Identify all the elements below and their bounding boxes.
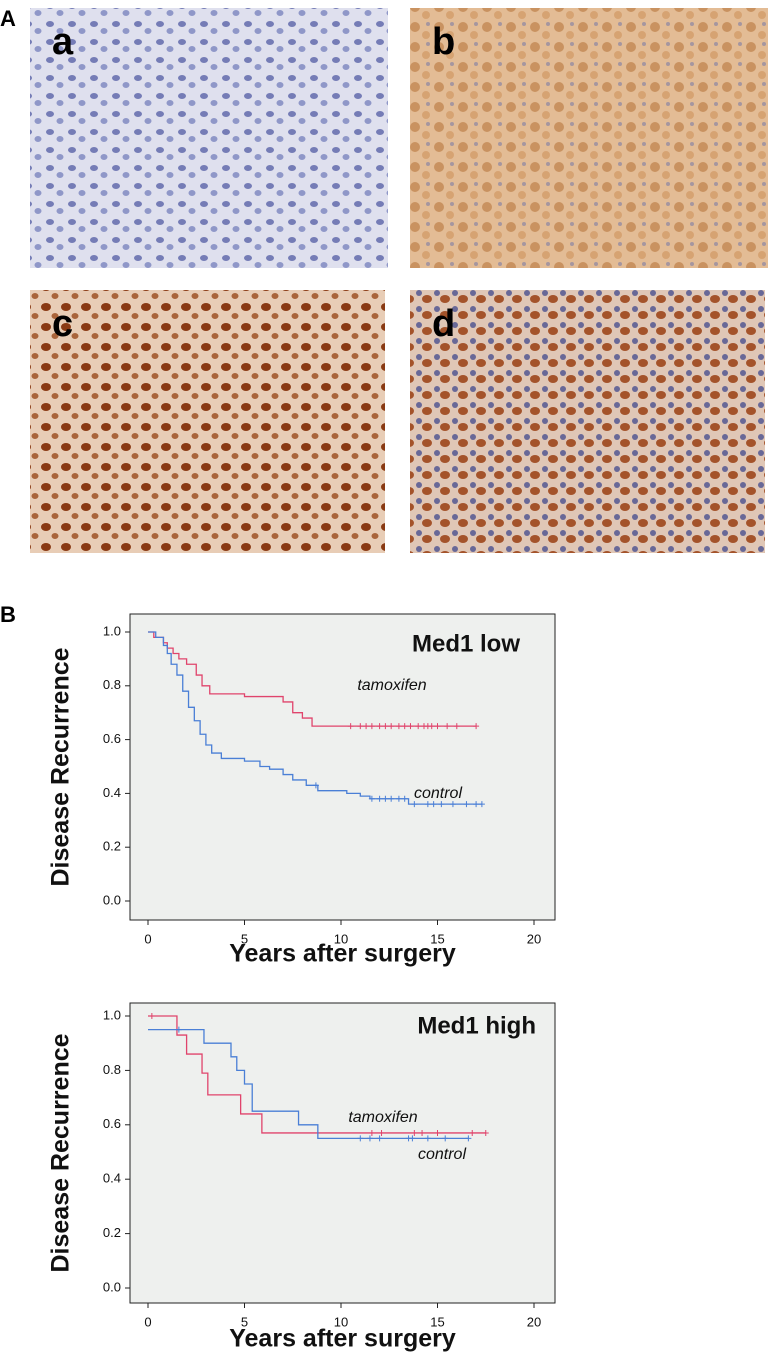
censor-mark: [415, 723, 422, 730]
censor-mark: [449, 801, 456, 808]
censor-mark: [419, 1129, 426, 1136]
censor-mark: [376, 1135, 383, 1142]
x-axis-label: Years after surgery: [229, 940, 456, 968]
x-tick-label: 0: [144, 1314, 151, 1329]
series-label: control: [414, 785, 462, 802]
censor-mark: [363, 723, 370, 730]
censor-mark: [424, 1135, 431, 1142]
y-axis-label: Disease Recurrence: [47, 1033, 75, 1272]
plot-area: [129, 1002, 556, 1304]
y-tick-label: 0.2: [103, 1225, 121, 1240]
censor-mark: [347, 723, 354, 730]
censor-mark: [395, 723, 402, 730]
survival-curve: [148, 631, 482, 805]
censor-mark: [424, 801, 431, 808]
x-axis-label: Years after surgery: [229, 1325, 456, 1353]
series-label: control: [418, 1146, 466, 1163]
micrograph-texture: [30, 8, 388, 268]
censor-mark: [463, 801, 470, 808]
censor-mark: [382, 795, 389, 802]
x-tick-label: 15: [430, 1314, 444, 1329]
censor-mark: [430, 801, 437, 808]
censor-mark: [434, 723, 441, 730]
image-label: c: [52, 303, 73, 345]
image-label: b: [432, 21, 455, 63]
y-axis-label: Disease Recurrence: [47, 647, 75, 886]
micrograph-texture: [30, 290, 385, 553]
censor-mark: [478, 801, 485, 808]
censor-mark: [366, 1135, 373, 1142]
survival-curve: [148, 1015, 486, 1134]
censor-mark: [411, 801, 418, 808]
censor-mark: [368, 723, 375, 730]
chart-title: Med1 high: [417, 1012, 536, 1039]
survival-curve: [148, 631, 477, 727]
y-tick-label: 0.0: [103, 1279, 121, 1294]
y-tick-label: 0.0: [103, 892, 121, 907]
censor-mark: [434, 1129, 441, 1136]
y-tick-label: 0.8: [103, 677, 121, 692]
panel-label: B: [0, 602, 16, 627]
censor-mark: [473, 723, 480, 730]
censor-mark: [428, 723, 435, 730]
censor-mark: [357, 723, 364, 730]
censor-mark: [382, 723, 389, 730]
y-tick-label: 0.2: [103, 839, 121, 854]
y-tick-label: 0.6: [103, 731, 121, 746]
censor-mark: [378, 1129, 385, 1136]
censor-mark: [376, 723, 383, 730]
censor-mark: [368, 1129, 375, 1136]
micrograph-texture: [410, 290, 765, 553]
y-tick-label: 0.6: [103, 1116, 121, 1131]
censor-mark: [376, 795, 383, 802]
panel-label: A: [0, 6, 16, 31]
y-tick-label: 1.0: [103, 623, 121, 638]
censor-mark: [411, 1129, 418, 1136]
censor-mark: [388, 723, 395, 730]
y-tick-label: 0.4: [103, 1171, 121, 1186]
x-tick-label: 5: [241, 931, 248, 946]
plot-area: [129, 613, 556, 921]
x-tick-label: 10: [334, 931, 348, 946]
censor-mark: [312, 782, 319, 789]
censor-mark: [401, 795, 408, 802]
y-tick-label: 0.8: [103, 1062, 121, 1077]
image-label: d: [432, 303, 455, 345]
censor-mark: [401, 723, 408, 730]
x-tick-label: 0: [144, 931, 151, 946]
series-label: tamoxifen: [348, 1109, 417, 1126]
censor-mark: [473, 801, 480, 808]
censor-mark: [469, 1129, 476, 1136]
censor-mark: [148, 1013, 155, 1019]
y-tick-label: 1.0: [103, 1007, 121, 1022]
censor-mark: [482, 1129, 489, 1136]
x-tick-label: 5: [241, 1314, 248, 1329]
censor-mark: [409, 1135, 416, 1142]
survival-curve: [148, 1028, 469, 1140]
x-tick-label: 10: [334, 1314, 348, 1329]
x-tick-label: 15: [430, 931, 444, 946]
chart-title: Med1 low: [412, 630, 520, 657]
micrograph-texture: [410, 8, 768, 268]
x-tick-label: 20: [527, 931, 541, 946]
x-tick-label: 20: [527, 1314, 541, 1329]
censor-mark: [444, 723, 451, 730]
image-label: a: [52, 21, 74, 63]
censor-mark: [357, 1135, 364, 1142]
censor-mark: [465, 1135, 472, 1142]
series-label: tamoxifen: [357, 677, 426, 694]
censor-mark: [442, 1135, 449, 1142]
censor-mark: [388, 795, 395, 802]
censor-mark: [438, 801, 445, 808]
censor-mark: [407, 723, 414, 730]
y-tick-label: 0.4: [103, 785, 121, 800]
censor-mark: [368, 795, 375, 802]
censor-mark: [175, 1026, 182, 1033]
censor-mark: [395, 795, 402, 802]
censor-mark: [453, 723, 460, 730]
